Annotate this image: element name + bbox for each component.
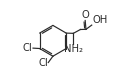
- Text: Cl: Cl: [38, 58, 48, 68]
- Text: NH₂: NH₂: [64, 44, 83, 54]
- Text: OH: OH: [92, 15, 107, 25]
- Text: Cl: Cl: [23, 43, 33, 53]
- Text: O: O: [81, 10, 89, 20]
